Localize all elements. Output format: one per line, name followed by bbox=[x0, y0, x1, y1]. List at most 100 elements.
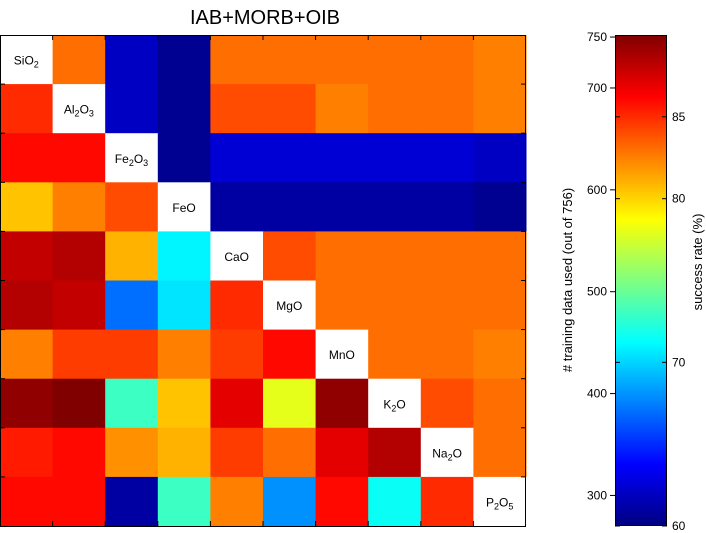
heatmap-cell bbox=[210, 427, 264, 478]
heatmap-cell bbox=[473, 280, 527, 331]
diagonal-cell bbox=[420, 427, 474, 478]
heatmap-cell bbox=[473, 84, 527, 134]
heatmap-cell bbox=[105, 231, 159, 281]
heatmap-cell bbox=[473, 133, 527, 183]
heatmap-cell bbox=[420, 182, 474, 232]
heatmap-cell bbox=[315, 231, 369, 281]
heatmap-cell bbox=[368, 427, 422, 478]
colorbar: 60 70 80 85 300 400 500 600 700 750 bbox=[587, 30, 686, 533]
heatmap-cell bbox=[105, 182, 159, 232]
heatmap-cell bbox=[52, 35, 106, 85]
diagonal-cell bbox=[105, 133, 159, 183]
training-data-tick-label: 300 bbox=[587, 488, 607, 502]
heatmap-cell bbox=[420, 476, 474, 527]
heatmap-cell bbox=[0, 378, 54, 429]
heatmap-cell bbox=[157, 378, 211, 429]
diagonal-cell bbox=[315, 329, 369, 380]
heatmap-cell bbox=[368, 231, 422, 281]
heatmap-cell bbox=[157, 280, 211, 331]
heatmap-cell bbox=[315, 35, 369, 85]
heatmap-cell bbox=[473, 329, 527, 380]
heatmap-cell bbox=[52, 329, 106, 380]
heatmap-cell bbox=[315, 133, 369, 183]
heatmap-cell bbox=[157, 427, 211, 478]
heatmap-cell bbox=[315, 476, 369, 527]
heatmap-cell bbox=[0, 280, 54, 331]
oxide-label: MnO bbox=[329, 348, 355, 362]
oxide-label: K2O bbox=[383, 397, 405, 413]
heatmap-cell bbox=[473, 35, 527, 85]
diagonal-cell bbox=[473, 476, 527, 527]
heatmap-cell bbox=[368, 84, 422, 134]
chart-title: IAB+MORB+OIB bbox=[190, 7, 340, 29]
heatmap-cell bbox=[210, 182, 264, 232]
heatmap-cell bbox=[263, 378, 317, 429]
success-rate-tick-label: 70 bbox=[672, 355, 686, 369]
heatmap-cell bbox=[105, 35, 159, 85]
heatmap-cell bbox=[420, 35, 474, 85]
success-rate-tick-label: 80 bbox=[672, 192, 686, 206]
heatmap-cell bbox=[420, 280, 474, 331]
heatmap-cell bbox=[210, 35, 264, 85]
training-data-axis-label: # training data used (out of 756) bbox=[560, 188, 575, 372]
heatmap-cell bbox=[420, 231, 474, 281]
heatmap-cell bbox=[420, 84, 474, 134]
heatmap-cell bbox=[473, 182, 527, 232]
heatmap-cell bbox=[52, 182, 106, 232]
heatmap-cell bbox=[0, 329, 54, 380]
diagonal-cell bbox=[0, 35, 54, 85]
diagonal-cell bbox=[263, 280, 317, 331]
oxide-label: SiO2 bbox=[14, 54, 39, 70]
colorbar-gradient bbox=[615, 35, 667, 526]
heatmap-cell bbox=[420, 329, 474, 380]
heatmap: SiO2 Al2O3 Fe2O3 FeO CaO MgO MnO K2O Na2O P2O5 bbox=[0, 35, 527, 527]
diagonal-cell bbox=[210, 231, 264, 281]
heatmap-cell bbox=[0, 133, 54, 183]
heatmap-cell bbox=[52, 133, 106, 183]
oxide-label: FeO bbox=[172, 201, 195, 215]
heatmap-cell bbox=[105, 427, 159, 478]
heatmap-cell bbox=[263, 133, 317, 183]
heatmap-cell bbox=[263, 476, 317, 527]
heatmap-cell bbox=[473, 231, 527, 281]
heatmap-cell bbox=[105, 329, 159, 380]
oxide-label: P2O5 bbox=[486, 495, 513, 511]
oxide-label: Na2O bbox=[432, 446, 462, 462]
success-rate-axis-label: success rate (%) bbox=[690, 214, 705, 311]
heatmap-cell bbox=[0, 476, 54, 527]
training-data-tick-label: 700 bbox=[587, 81, 607, 95]
heatmap-cell bbox=[52, 280, 106, 331]
colorbar-frame bbox=[615, 35, 667, 526]
heatmap-cell bbox=[157, 35, 211, 85]
heatmap-cell bbox=[210, 378, 264, 429]
heatmap-cell bbox=[210, 329, 264, 380]
heatmap-cell bbox=[105, 378, 159, 429]
heatmap-cell bbox=[315, 182, 369, 232]
heatmap-cell bbox=[0, 231, 54, 281]
heatmap-cell bbox=[210, 280, 264, 331]
heatmap-cell bbox=[368, 280, 422, 331]
training-data-tick-label: 400 bbox=[587, 387, 607, 401]
heatmap-cell bbox=[368, 476, 422, 527]
heatmap-cell bbox=[105, 476, 159, 527]
heatmap-cell bbox=[0, 182, 54, 232]
heatmap-cell bbox=[315, 280, 369, 331]
heatmap-cell bbox=[52, 231, 106, 281]
heatmap-cell bbox=[105, 84, 159, 134]
heatmap-cell bbox=[210, 84, 264, 134]
heatmap-cell bbox=[52, 378, 106, 429]
oxide-label: MgO bbox=[276, 299, 302, 313]
heatmap-cell bbox=[473, 427, 527, 478]
heatmap-cell bbox=[263, 329, 317, 380]
heatmap-cell bbox=[0, 84, 54, 134]
heatmap-cell bbox=[52, 427, 106, 478]
heatmap-cell bbox=[263, 35, 317, 85]
oxide-label: CaO bbox=[224, 250, 249, 264]
training-data-tick-label: 500 bbox=[587, 285, 607, 299]
heatmap-cell bbox=[105, 280, 159, 331]
heatmap-cell bbox=[0, 427, 54, 478]
heatmap-cell bbox=[473, 378, 527, 429]
success-rate-tick-label: 60 bbox=[672, 519, 686, 533]
heatmap-cell bbox=[157, 329, 211, 380]
heatmap-cell bbox=[157, 84, 211, 134]
